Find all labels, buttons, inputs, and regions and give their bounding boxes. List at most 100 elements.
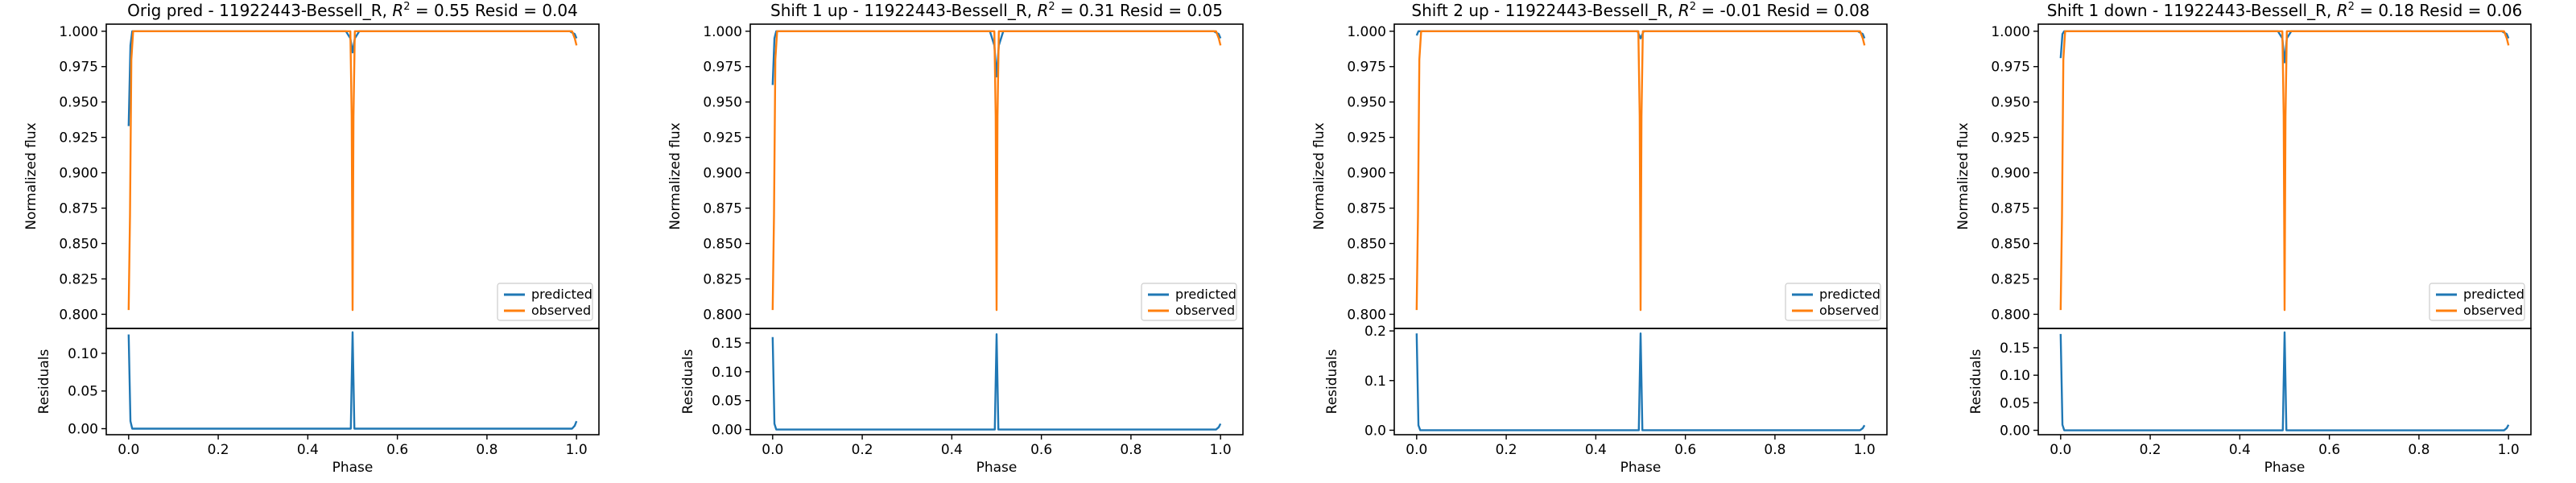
y-tick-label: 0.900 (59, 166, 98, 182)
y-tick-label: 0.900 (1991, 166, 2030, 182)
y-tick-label: 1.000 (703, 24, 742, 40)
series-line-residuals (771, 332, 1222, 431)
y-tick-label: 0.800 (59, 307, 98, 323)
x-tick-label: 1.0 (1854, 442, 1876, 458)
y-tick-label: 0.05 (68, 384, 98, 400)
x-tick-label: 0.2 (208, 442, 229, 458)
legend-label-predicted: predicted (1819, 287, 1880, 302)
y-tick-label: 0.950 (1991, 95, 2030, 111)
series-line-residuals (1415, 332, 1866, 431)
y-tick-label: 0.850 (1347, 237, 1386, 253)
legend-label-observed: observed (531, 303, 591, 318)
legend-label-predicted: predicted (2463, 287, 2524, 302)
x-tick-label: 0.8 (2408, 442, 2429, 458)
y-tick-label: 0.850 (1991, 237, 2030, 253)
legend-label-observed: observed (2463, 303, 2523, 318)
y-axis-title-flux: Normalized flux (23, 122, 39, 229)
y-tick-label: 0.825 (1991, 271, 2030, 287)
y-tick-label: 0.800 (703, 307, 742, 323)
y-tick-label: 1.000 (1991, 24, 2030, 40)
y-axis-title-flux: Normalized flux (1955, 122, 1971, 229)
y-tick-label: 0.15 (2000, 341, 2030, 357)
y-tick-label: 0.875 (1991, 201, 2030, 217)
y-axis-title-residuals: Residuals (1324, 349, 1340, 415)
x-tick-label: 0.6 (386, 442, 408, 458)
y-tick-label: 0.825 (59, 271, 98, 287)
chart-panel-2: Shift 1 up - 11922443-Bessell_R, R2 = 0.… (667, 1, 1244, 476)
y-tick-label: 0.10 (2000, 368, 2030, 384)
x-tick-label: 0.0 (1406, 442, 1427, 458)
y-tick-label: 0.950 (1347, 95, 1386, 111)
y-tick-label: 0.975 (1991, 60, 2030, 76)
x-tick-label: 0.6 (2318, 442, 2340, 458)
y-tick-label: 0.875 (1347, 201, 1386, 217)
x-tick-label: 0.8 (1120, 442, 1141, 458)
series-line-observed (771, 30, 1222, 312)
x-tick-label: 0.8 (1764, 442, 1785, 458)
series-line-predicted (2059, 30, 2510, 64)
y-tick-label: 0.2 (1364, 324, 1386, 340)
y-tick-label: 0.850 (703, 237, 742, 253)
x-axis-title: Phase (976, 460, 1018, 476)
x-tick-label: 0.2 (1496, 442, 1517, 458)
y-tick-label: 0.10 (68, 346, 98, 362)
y-tick-label: 0.00 (2000, 423, 2030, 440)
y-tick-label: 0.05 (712, 394, 742, 410)
chart-panel-3: Shift 2 up - 11922443-Bessell_R, R2 = -0… (1311, 1, 1888, 476)
y-tick-label: 0.0 (1364, 423, 1386, 439)
chart-panel-1: Orig pred - 11922443-Bessell_R, R2 = 0.5… (23, 1, 600, 476)
series-line-predicted (771, 30, 1222, 85)
y-axis-title-residuals: Residuals (1968, 349, 1984, 415)
series-line-observed (1415, 30, 1866, 312)
x-axis-title: Phase (332, 460, 374, 476)
panel-title: Shift 1 down - 11922443-Bessell_R, R2 = … (2047, 1, 2523, 20)
legend-label-observed: observed (1819, 303, 1879, 318)
y-tick-label: 0.850 (59, 237, 98, 253)
y-tick-label: 0.00 (712, 423, 742, 439)
x-tick-label: 0.8 (476, 442, 497, 458)
residuals-axes-frame (2037, 328, 2532, 436)
y-tick-label: 0.975 (703, 60, 742, 76)
x-tick-label: 0.4 (2229, 442, 2251, 458)
y-tick-label: 0.900 (703, 166, 742, 182)
residuals-axes-frame (1393, 328, 1888, 436)
x-tick-label: 0.4 (297, 442, 319, 458)
y-tick-label: 0.875 (703, 201, 742, 217)
x-tick-label: 0.0 (2050, 442, 2071, 458)
series-line-observed (127, 30, 578, 312)
y-axis-title-residuals: Residuals (680, 349, 696, 415)
series-line-residuals (127, 331, 578, 430)
y-tick-label: 0.00 (68, 422, 98, 438)
y-tick-label: 0.950 (703, 95, 742, 111)
series-line-observed (2059, 30, 2510, 312)
y-tick-label: 0.925 (1991, 130, 2030, 147)
y-tick-label: 0.925 (59, 130, 98, 147)
x-tick-label: 1.0 (566, 442, 588, 458)
series-line-predicted (1415, 30, 1866, 39)
y-tick-label: 0.15 (712, 336, 742, 352)
y-tick-label: 0.825 (1347, 271, 1386, 287)
residuals-axes-frame (749, 328, 1244, 436)
y-tick-label: 1.000 (59, 24, 98, 40)
legend-label-observed: observed (1175, 303, 1235, 318)
y-tick-label: 0.825 (703, 271, 742, 287)
y-tick-label: 0.05 (2000, 395, 2030, 411)
x-tick-label: 0.4 (941, 442, 963, 458)
x-tick-label: 1.0 (2498, 442, 2520, 458)
x-tick-label: 0.6 (1030, 442, 1052, 458)
x-tick-label: 0.6 (1674, 442, 1696, 458)
x-axis-title: Phase (1620, 460, 1662, 476)
x-tick-label: 1.0 (1210, 442, 1232, 458)
x-tick-label: 0.0 (762, 442, 783, 458)
panel-title: Shift 1 up - 11922443-Bessell_R, R2 = 0.… (770, 1, 1223, 20)
y-tick-label: 0.800 (1347, 307, 1386, 323)
chart-panel-4: Shift 1 down - 11922443-Bessell_R, R2 = … (1955, 1, 2532, 476)
residuals-axes-frame (105, 328, 600, 436)
y-tick-label: 0.10 (712, 365, 742, 381)
panel-title: Shift 2 up - 11922443-Bessell_R, R2 = -0… (1411, 1, 1869, 20)
